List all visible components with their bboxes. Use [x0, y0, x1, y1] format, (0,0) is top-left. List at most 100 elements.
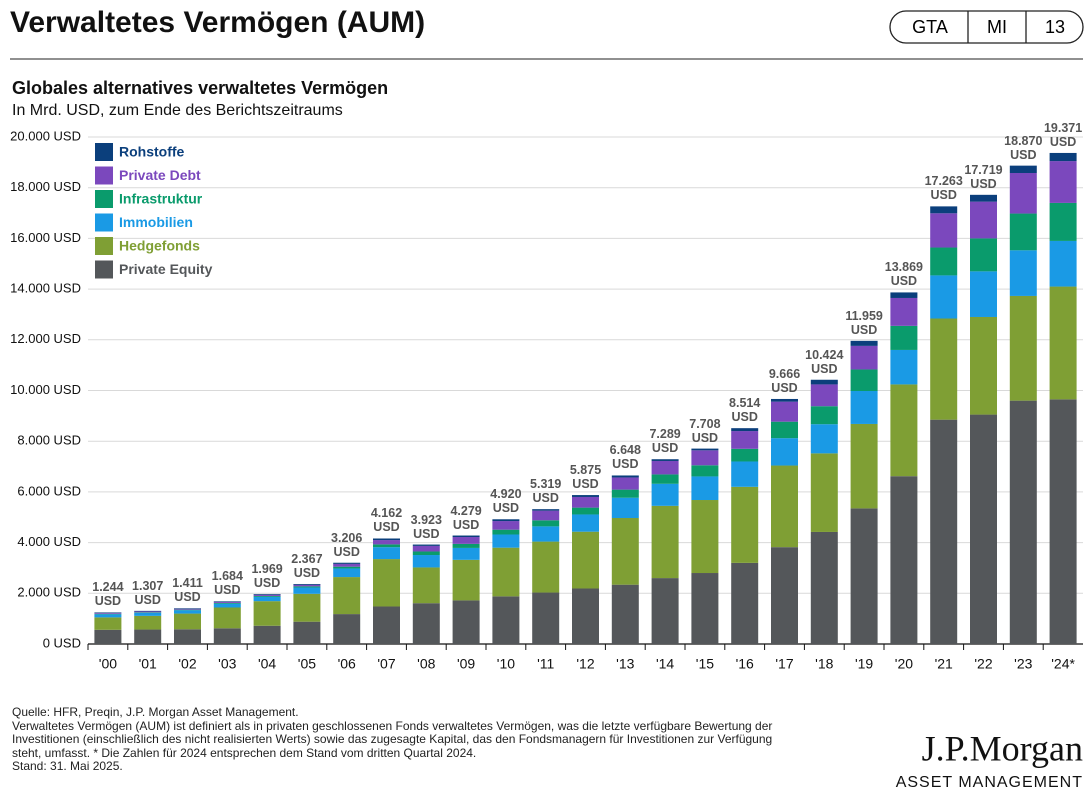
x-tick-label: '15	[696, 656, 714, 672]
bar-segment	[174, 629, 201, 644]
legend-label: Infrastruktur	[119, 191, 203, 207]
bar-segment	[890, 297, 918, 326]
bar-segment	[890, 292, 918, 298]
chart-title: Globales alternatives verwaltetes Vermög…	[12, 78, 388, 98]
bar-segment	[810, 406, 838, 425]
bar-segment	[293, 586, 321, 588]
bar-segment	[452, 559, 480, 601]
x-tick-label: '07	[377, 656, 395, 672]
bar-segment	[611, 518, 639, 585]
bar-segment	[492, 519, 520, 522]
bar-segment	[333, 568, 361, 578]
bar-segment	[810, 531, 838, 644]
total-label: 13.869 USD	[884, 260, 923, 289]
x-tick-label: '16	[736, 656, 754, 672]
bar-segment	[691, 448, 719, 451]
bar-segment	[532, 541, 560, 593]
total-label: 4.279 USD	[450, 503, 482, 532]
bar-segment	[890, 476, 918, 644]
bar-segment	[373, 606, 400, 644]
bar-segment	[1009, 172, 1037, 214]
y-tick-label: 14.000 USD	[10, 281, 81, 296]
bar-segment	[452, 537, 480, 544]
bar-segment	[850, 423, 878, 509]
x-tick-label: '19	[855, 656, 873, 672]
bar-segment	[134, 615, 162, 630]
bar-segment	[293, 621, 321, 644]
footnote: Stand: 31. Mai 2025.	[12, 759, 123, 773]
bar-segment	[253, 594, 281, 595]
total-label: 2.367 USD	[291, 551, 323, 580]
bar-segment	[890, 325, 918, 350]
y-tick-label: 0 USD	[43, 635, 81, 650]
bar-segment	[134, 612, 162, 613]
bar-segment	[253, 625, 281, 644]
bar-segment	[572, 588, 599, 644]
bar-segment	[253, 594, 281, 596]
bar-segment	[452, 535, 480, 538]
bar-segment	[970, 316, 997, 415]
total-label: 7.289 USD	[649, 427, 681, 456]
bar-segment	[293, 584, 321, 587]
footnote: Verwaltetes Vermögen (AUM) ist definiert…	[12, 718, 773, 733]
x-tick-label: '03	[218, 656, 236, 672]
bar-segment	[532, 510, 560, 521]
legend-swatch	[95, 190, 113, 208]
total-label: 7.708 USD	[689, 416, 721, 445]
bar-segment	[810, 384, 838, 407]
x-tick-label: '21	[935, 656, 953, 672]
bar-segment	[333, 563, 361, 567]
bar-segment	[771, 547, 798, 644]
x-tick-label: '24*	[1051, 656, 1075, 672]
total-label: 1.969 USD	[251, 562, 283, 591]
bar-segment	[651, 460, 679, 475]
y-tick-label: 4.000 USD	[17, 534, 81, 549]
x-tick-label: '12	[576, 656, 594, 672]
legend-label: Hedgefonds	[119, 238, 200, 254]
bar-segment	[412, 544, 440, 546]
total-label: 6.648 USD	[609, 443, 641, 472]
bar-segment	[492, 547, 520, 597]
bar-segment	[174, 609, 201, 611]
x-tick-label: '17	[775, 656, 793, 672]
bar-segment	[213, 601, 241, 603]
x-tick-label: '11	[537, 656, 554, 672]
bar-segment	[651, 459, 679, 461]
bar-segment	[572, 531, 599, 589]
bar-segment	[771, 398, 798, 402]
bar-segment	[810, 453, 838, 532]
bar-segment	[970, 201, 997, 239]
x-tick-label: '01	[139, 656, 157, 672]
total-label: 17.719 USD	[964, 162, 1003, 191]
bar-segment	[253, 595, 281, 597]
bar-segment	[930, 247, 958, 276]
total-label: 1.244 USD	[92, 580, 124, 609]
bar-segment	[94, 617, 122, 630]
footnote: Quelle: HFR, Preqin, J.P. Morgan Asset M…	[12, 705, 299, 719]
bar-segment	[253, 596, 281, 602]
bar-segment	[771, 438, 798, 466]
bar-segment	[1009, 250, 1037, 296]
bar-segment	[572, 496, 599, 508]
bar-segment	[771, 465, 798, 548]
bar-segment	[174, 608, 201, 609]
legend-swatch	[95, 237, 113, 255]
bar-segment	[134, 611, 162, 613]
bar-segment	[373, 559, 400, 607]
total-label: 8.514 USD	[729, 396, 761, 425]
bar-segment	[213, 607, 241, 629]
footnote: Investitionen (einschließlich des nicht …	[12, 732, 773, 746]
total-label: 5.875 USD	[569, 463, 602, 492]
bar-segment	[572, 495, 599, 497]
bar-segment	[611, 497, 639, 519]
bar-segment	[970, 414, 997, 644]
bar-segment	[691, 573, 719, 644]
bar-segment	[213, 603, 241, 608]
y-tick-label: 20.000 USD	[10, 128, 81, 143]
total-label: 18.870 USD	[1004, 133, 1043, 162]
bar-segment	[412, 555, 440, 568]
x-tick-label: '13	[616, 656, 634, 672]
legend-label: Private Equity	[119, 261, 213, 277]
